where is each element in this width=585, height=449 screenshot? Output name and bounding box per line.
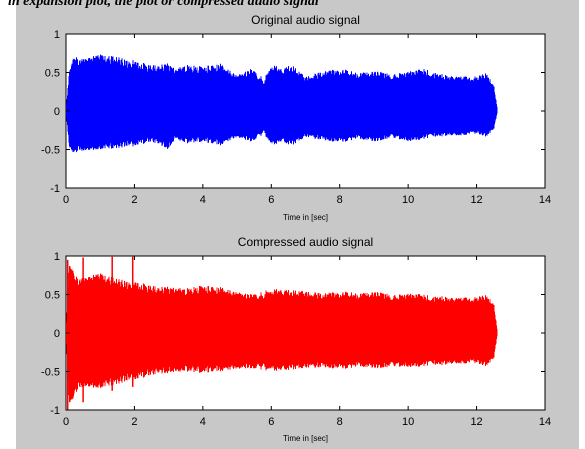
y-tick-label-compressed: -1 <box>50 405 60 417</box>
y-tick-label-compressed: 1 <box>54 251 60 263</box>
signal-trace-compressed <box>66 266 498 403</box>
x-tick-label-compressed: 4 <box>200 416 206 428</box>
y-tick-label-original: -0.5 <box>41 145 60 157</box>
x-tick-label-compressed: 8 <box>337 416 343 428</box>
y-tick-label-compressed: 0.5 <box>45 290 60 302</box>
y-tick-label-original: 0 <box>54 106 60 118</box>
x-tick-label-compressed: 12 <box>470 416 482 428</box>
y-tick-label-original: 0.5 <box>45 68 60 80</box>
x-tick-label-original: 10 <box>402 194 414 206</box>
subplot-original: 0 2 4 6 8 10 12 14 -1 -0.5 0 0.5 1 Original audio si… <box>41 13 551 222</box>
x-tick-label-original: 2 <box>131 194 137 206</box>
y-tick-label-original: 1 <box>54 29 60 41</box>
y-tick-label-compressed: 0 <box>54 328 60 340</box>
x-tick-label-original: 0 <box>63 194 69 206</box>
x-axis-label-original: Time in [sec] <box>283 213 328 222</box>
plot-area-compressed: 0 2 4 6 8 10 12 14 -1 -0.5 0 0.5 1 <box>41 251 551 428</box>
x-tick-label-compressed: 14 <box>539 416 551 428</box>
caption-fragment: in expansion plot, the plot or compresse… <box>8 0 319 9</box>
y-tick-label-compressed: -0.5 <box>41 367 60 379</box>
y-tick-label-original: -1 <box>50 183 60 195</box>
chart-title-compressed: Compressed audio signal <box>238 235 373 249</box>
x-tick-label-compressed: 10 <box>402 416 414 428</box>
x-tick-label-compressed: 6 <box>268 416 274 428</box>
x-tick-label-original: 6 <box>268 194 274 206</box>
x-tick-label-original: 14 <box>539 194 551 206</box>
x-tick-label-compressed: 0 <box>63 416 69 428</box>
chart-title-original: Original audio signal <box>251 13 360 27</box>
subplot-compressed: 0 2 4 6 8 10 12 14 -1 -0.5 0 0.5 1 Compressed audio … <box>41 235 551 443</box>
x-tick-label-original: 12 <box>470 194 482 206</box>
plot-area-original: 0 2 4 6 8 10 12 14 -1 -0.5 0 0.5 1 <box>41 29 551 206</box>
x-tick-label-original: 4 <box>200 194 206 206</box>
x-tick-label-original: 8 <box>337 194 343 206</box>
x-axis-label-compressed: Time in [sec] <box>283 434 328 443</box>
x-tick-label-compressed: 2 <box>131 416 137 428</box>
signal-trace-original <box>66 54 498 153</box>
